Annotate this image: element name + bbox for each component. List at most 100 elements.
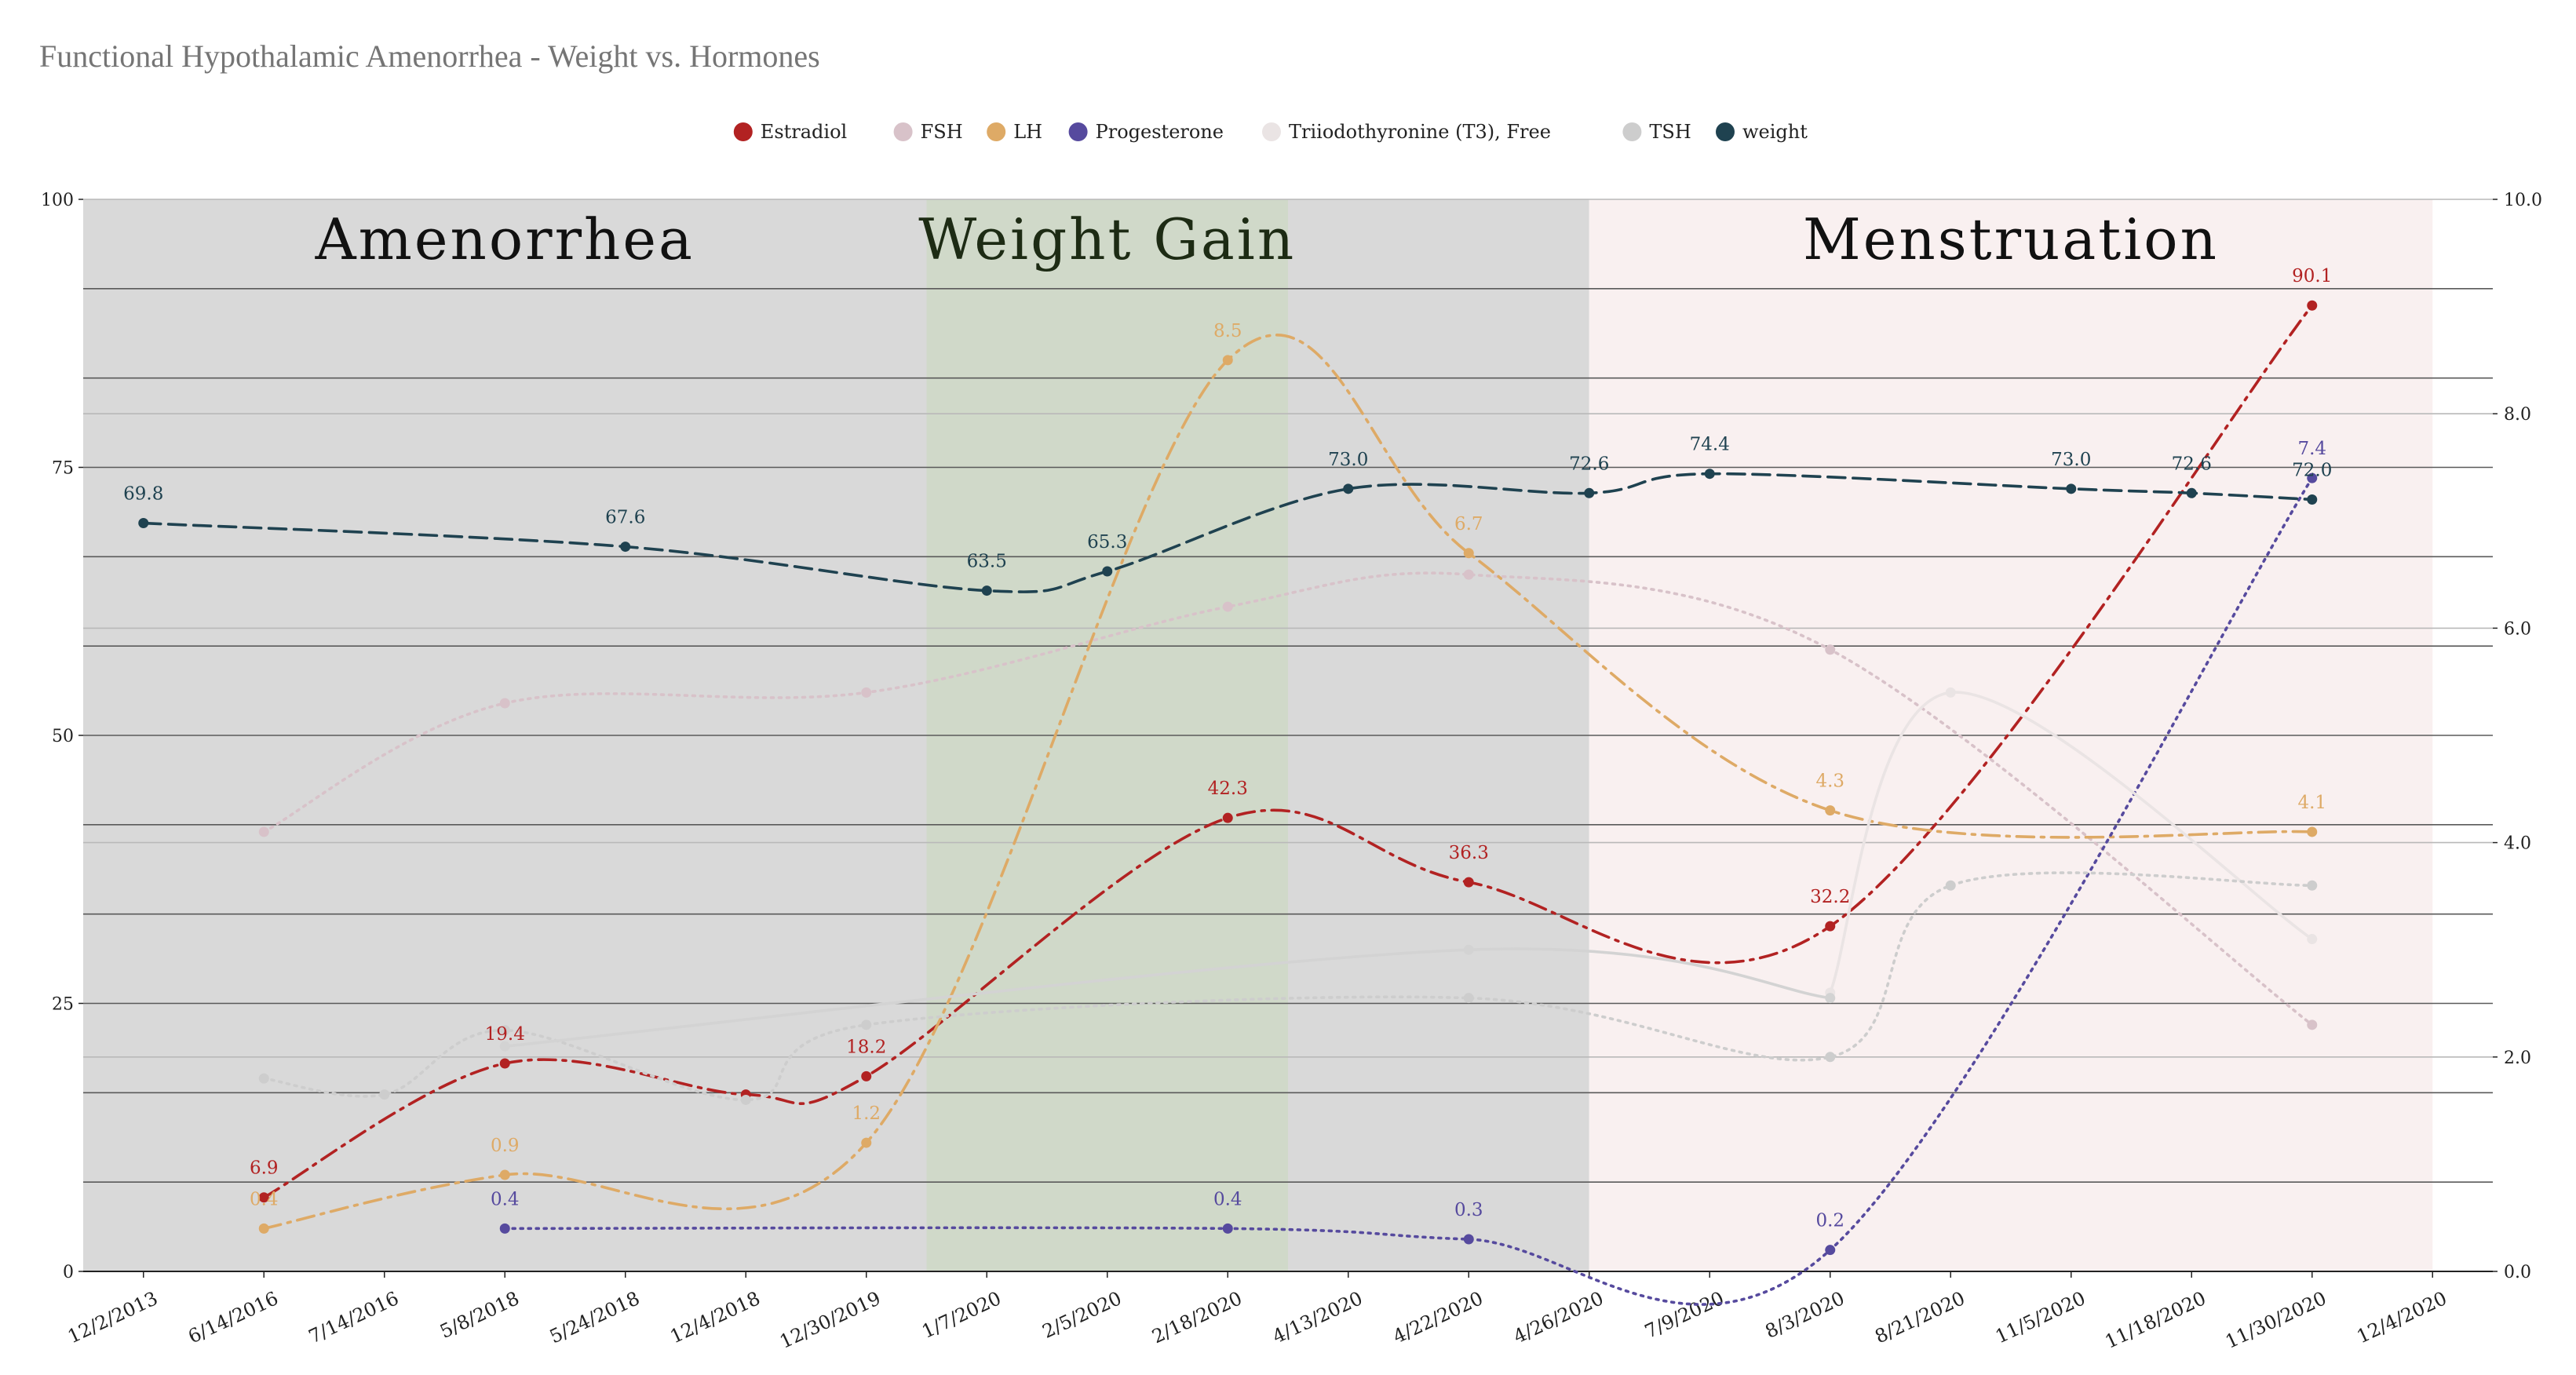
x-tick-label: 11/5/2020 [1992,1287,2089,1348]
data-point-weight [1704,469,1715,480]
data-point-tsh [1825,1052,1836,1063]
data-label-estradiol: 36.3 [1449,843,1489,863]
data-point-lh [2307,826,2318,837]
data-label-weight: 73.0 [2051,450,2091,470]
data-point-fsh [258,826,269,837]
data-point-triiodothyronine-t3-free [2307,934,2318,945]
x-tick-label: 11/18/2020 [2102,1287,2209,1353]
data-labels: 6.9 19.4 18.2 42.3 36.3 32.2 90.1 0.4 0.9 1.2 8.5 6… [123,266,2332,1231]
x-tick-label: 5/24/2018 [546,1287,643,1348]
legend-item-progesterone[interactable]: Progesterone [1068,121,1224,143]
data-point-tsh [740,1094,751,1105]
legend-label: Triiodothyronine (T3), Free [1289,121,1551,143]
data-label-lh: 1.2 [852,1103,881,1124]
data-label-estradiol: 6.9 [250,1158,279,1179]
data-point-lh [258,1223,269,1234]
x-tick-label: 12/4/2018 [666,1287,763,1348]
data-point-tsh-solid [1463,944,1474,955]
data-point-tsh [2307,880,2318,891]
data-point-fsh [1222,601,1233,612]
legend-item-triiodothyronine-t3-free[interactable]: Triiodothyronine (T3), Free [1262,121,1551,143]
series-lh [258,334,2318,1234]
x-tick-label: 7/9/2020 [1641,1287,1728,1343]
data-point-fsh [1463,569,1474,580]
data-label-lh: 8.5 [1213,321,1242,341]
data-point-fsh [1825,644,1836,655]
y-right-tick-label: 4.0 [2504,834,2531,854]
data-label-weight: 69.8 [123,484,163,505]
data-point-estradiol [499,1058,510,1069]
data-point-tsh [258,1073,269,1084]
series-tsh-solid [499,944,1836,1052]
series-line-fsh [262,571,2314,1027]
series-tsh [258,871,2318,1105]
x-tick-label: 4/26/2020 [1510,1287,1607,1348]
series-progesterone [499,472,2318,1306]
legend-marker-icon [987,122,1006,141]
data-point-fsh [499,698,510,709]
y-right-tick-label: 2.0 [2504,1049,2531,1068]
series-line-tsh-solid [503,947,1832,1048]
y-left-tick-label: 50 [52,727,74,746]
legend-item-estradiol[interactable]: Estradiol [733,121,847,143]
region-label-weight-gain: Weight Gain [918,206,1296,272]
region-label-menstruation: Menstruation [1803,206,2219,272]
x-tick-label: 7/14/2016 [305,1287,402,1348]
data-point-tsh [1463,993,1474,1004]
data-point-lh [1825,805,1836,816]
data-point-tsh [1945,880,1956,891]
data-point-tsh [379,1089,390,1100]
data-label-lh: 4.3 [1815,771,1844,792]
data-label-weight: 63.5 [967,552,1007,572]
legend-label: FSH [921,121,963,143]
data-label-lh: 0.9 [491,1136,520,1156]
data-point-progesterone [1825,1245,1836,1256]
data-label-lh: 0.4 [250,1189,279,1209]
legend-label: Estradiol [761,121,847,143]
data-point-estradiol [258,1192,269,1203]
x-tick-label: 4/13/2020 [1269,1287,1366,1348]
y-right-tick-label: 6.0 [2504,619,2531,639]
data-point-progesterone [2307,472,2318,483]
data-label-weight: 67.6 [605,508,645,528]
data-point-weight [1584,487,1595,498]
series-fsh [258,569,2318,1030]
data-point-weight [138,518,149,529]
x-tick-label: 6/14/2016 [184,1287,281,1348]
legend-marker-icon [1622,122,1642,141]
data-label-progesterone: 0.4 [1213,1189,1242,1209]
series-line-progesterone [503,476,2314,1306]
legend-item-lh[interactable]: LH [987,121,1042,143]
data-label-progesterone: 7.4 [2297,439,2326,459]
data-point-triiodothyronine-t3-free [1945,687,1956,698]
data-point-lh [1222,355,1233,366]
series-weight [138,469,2318,596]
data-point-weight [2066,483,2077,494]
x-tick-label: 4/22/2020 [1389,1287,1486,1348]
data-label-progesterone: 0.3 [1454,1200,1483,1220]
legend-marker-icon [733,122,753,141]
y-right-tick-label: 8.0 [2504,405,2531,425]
legend-marker-icon [1262,122,1281,141]
data-label-weight: 73.0 [1328,450,1368,470]
x-tick-label: 1/7/2020 [918,1287,1005,1343]
y-left-tick-label: 75 [52,459,74,479]
legend-label: TSH [1649,121,1691,143]
data-point-tsh-solid [499,1041,510,1052]
y-right-tick-label: 10.0 [2504,191,2542,210]
data-point-weight [1102,566,1113,577]
legend-item-weight[interactable]: weight [1716,121,1808,143]
data-label-weight: 72.6 [1569,454,1609,474]
legend-label: weight [1742,121,1808,143]
legend-item-tsh[interactable]: TSH [1622,121,1691,143]
legend-marker-icon [1068,122,1088,141]
legend-label: Progesterone [1096,121,1224,143]
x-tick-label: 11/30/2020 [2222,1287,2330,1353]
legend[interactable]: Estradiol FSH LH Progesterone Triiodothyroni… [733,121,1808,143]
data-point-weight [981,585,992,596]
legend-item-fsh[interactable]: FSH [893,121,963,143]
y-right-tick-label: 0.0 [2504,1263,2531,1282]
data-label-estradiol: 32.2 [1810,887,1850,907]
data-label-estradiol: 19.4 [485,1024,525,1045]
